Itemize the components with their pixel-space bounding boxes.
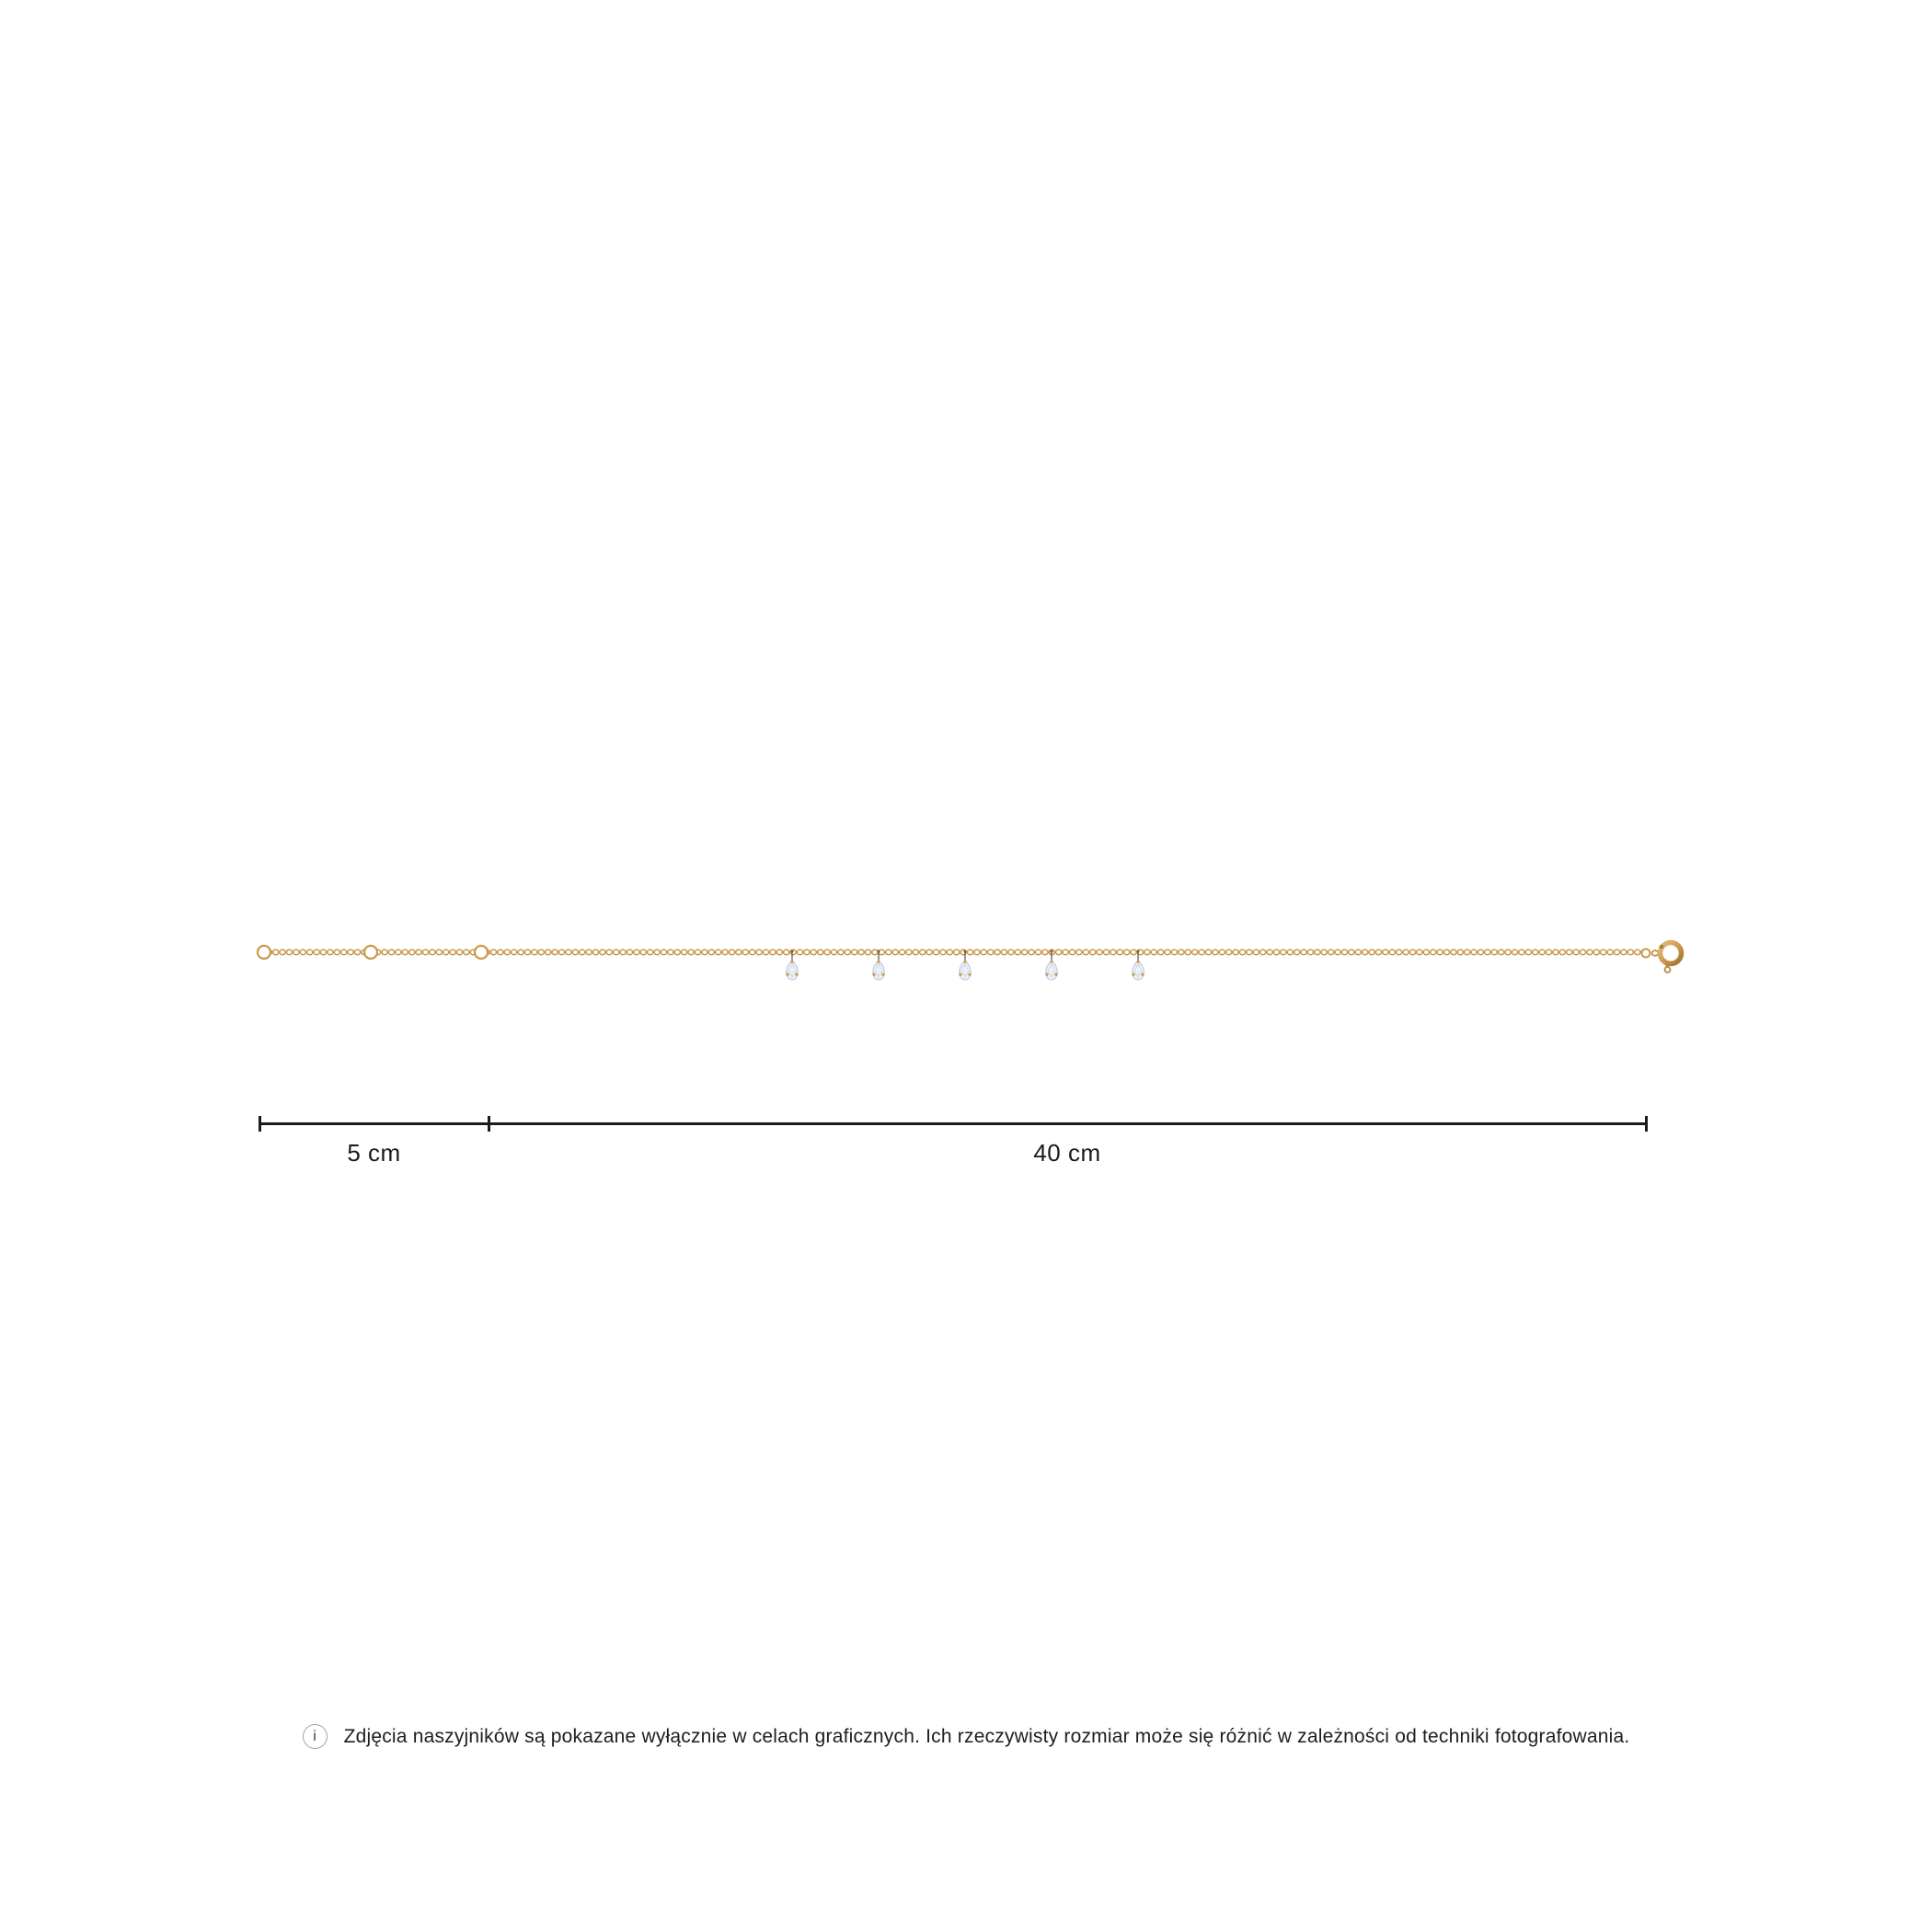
ruler-tick-start — [259, 1116, 261, 1132]
extension-length-label: 5 cm — [347, 1139, 401, 1167]
sizing-ring — [362, 944, 379, 960]
ruler-tick-middle — [488, 1116, 490, 1132]
disclaimer-row: i Zdjęcia naszyjników są pokazane wyłącz… — [0, 1724, 1932, 1749]
disclaimer-text: Zdjęcia naszyjników są pokazane wyłączni… — [343, 1725, 1630, 1747]
chain — [264, 948, 1643, 957]
sizing-ring — [473, 944, 489, 960]
sizing-ring — [256, 944, 272, 960]
ruler-line — [259, 1122, 1647, 1125]
info-icon: i — [302, 1724, 328, 1749]
spring-ring-clasp — [1640, 939, 1685, 973]
ruler-tick-end — [1645, 1116, 1648, 1132]
chain-length-label: 40 cm — [1033, 1139, 1101, 1167]
